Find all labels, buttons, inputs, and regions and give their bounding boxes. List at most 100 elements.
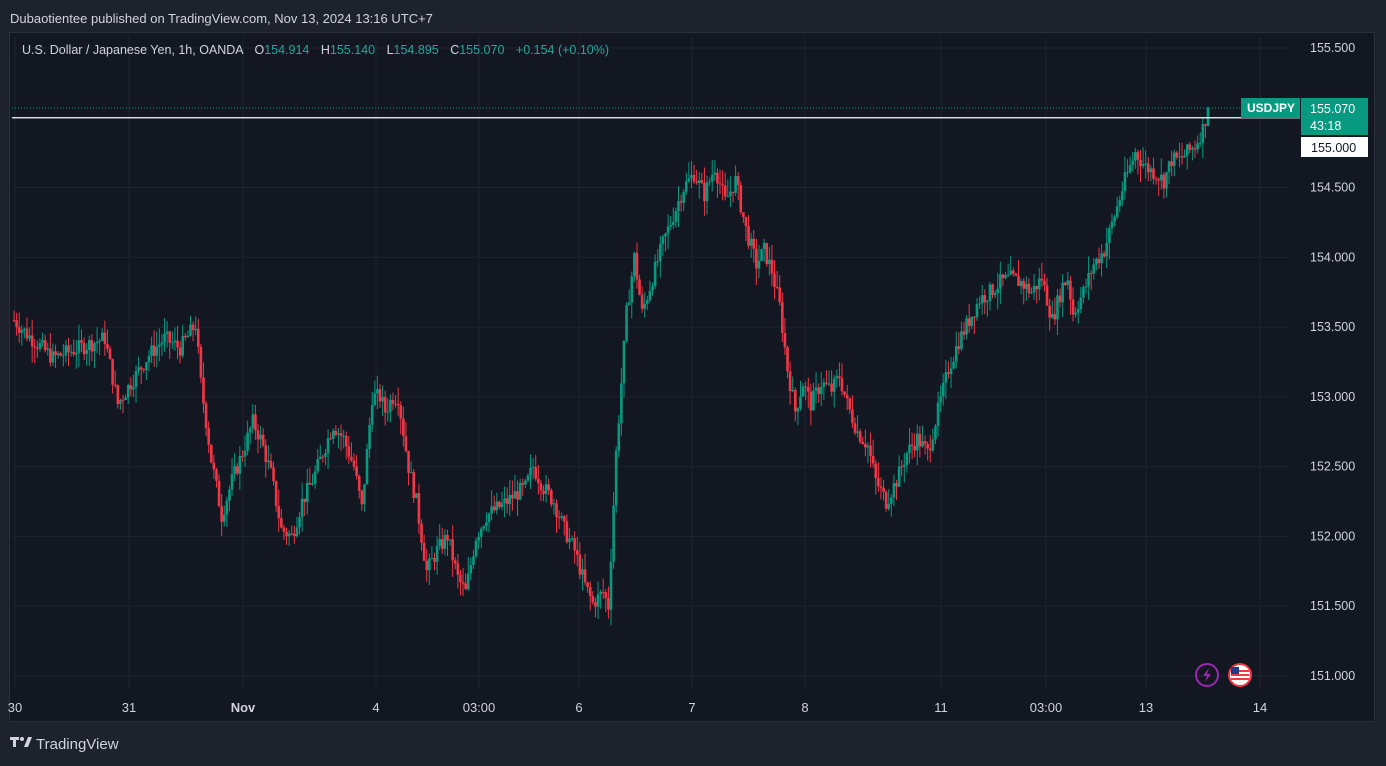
candle-body [625, 305, 628, 341]
legend-symbol: U.S. Dollar / Japanese Yen, 1h, OANDA [22, 43, 243, 57]
candle-body [648, 291, 652, 301]
candle-body [282, 527, 286, 532]
candle-body [503, 498, 506, 503]
candle-body [1019, 281, 1023, 287]
footer-brand-label: TradingView [36, 736, 119, 753]
candle-body [142, 369, 146, 371]
candle-body [555, 503, 558, 517]
candle-body [1043, 280, 1046, 286]
candle-body [111, 358, 114, 385]
candle-body [697, 180, 701, 183]
candle-body [765, 243, 769, 264]
candle-body [1056, 295, 1059, 320]
candle-body [633, 253, 636, 277]
candle-body [113, 384, 117, 386]
candle-body [381, 397, 384, 402]
candle-body [261, 434, 265, 446]
candle-body [456, 563, 460, 575]
candle-body [1071, 299, 1075, 315]
candle-body [370, 404, 374, 425]
candle-body [1113, 216, 1116, 222]
candle-body [158, 344, 161, 347]
candle-body [1079, 297, 1083, 310]
candle-body [869, 445, 872, 456]
candle-body [41, 340, 44, 344]
candle-body [537, 478, 540, 484]
candle-body [1178, 156, 1181, 158]
candle-body [970, 316, 974, 326]
candle-body [586, 582, 589, 588]
candle-body [721, 184, 724, 186]
candle-body [116, 385, 120, 404]
candle-body [947, 372, 950, 375]
publisher-line: Dubaotientee published on TradingView.co… [10, 11, 433, 26]
candle-body [1196, 143, 1199, 150]
candle-body [394, 403, 397, 405]
candle-body [957, 346, 961, 350]
us-flag-icon[interactable] [1228, 663, 1252, 687]
candle-body [1100, 253, 1103, 264]
candle-body [1087, 272, 1090, 287]
candle-body [858, 431, 862, 442]
candle-body [978, 303, 981, 305]
candle-body [313, 471, 317, 484]
candle-body [189, 324, 192, 336]
candle-body [171, 342, 174, 344]
candle-body [690, 174, 693, 179]
candle-body [928, 448, 932, 451]
candle-body [768, 259, 771, 264]
candle-body [856, 431, 859, 433]
candle-body [215, 469, 218, 481]
candle-body [1108, 228, 1111, 243]
candle-body [350, 456, 353, 461]
y-tick-label: 151.000 [1310, 669, 1355, 683]
candle-body [355, 466, 358, 476]
candle-body [542, 490, 545, 494]
candle-body [1032, 285, 1036, 293]
candle-body [207, 428, 210, 445]
candle-body [612, 505, 615, 562]
candle-body [617, 423, 621, 451]
candle-body [674, 210, 678, 223]
candle-body [74, 352, 78, 355]
candle-body [329, 438, 332, 440]
candle-body [1061, 282, 1064, 303]
price-tag-countdown: 43:18 [1310, 119, 1341, 133]
candle-body [744, 217, 748, 227]
candle-body [949, 368, 953, 375]
candle-body [67, 345, 70, 353]
candle-body [1095, 258, 1098, 265]
candle-body [1144, 163, 1148, 165]
footer-brand[interactable]: TradingView [10, 735, 119, 754]
candle-body [100, 332, 104, 341]
candle-body [1141, 163, 1145, 167]
legend-open-label: O [254, 43, 265, 57]
candle-body [293, 533, 296, 537]
price-tag [1301, 98, 1368, 135]
candle-body [243, 450, 247, 457]
candle-body [259, 434, 262, 440]
candle-body [225, 500, 229, 515]
candle-body [415, 493, 418, 498]
candle-body [781, 302, 784, 334]
candle-body [877, 478, 880, 487]
candle-body [451, 539, 454, 561]
candle-body [575, 550, 579, 555]
candle-body [908, 444, 911, 453]
candle-body [884, 491, 888, 509]
lightning-icon[interactable] [1195, 663, 1219, 687]
candle-body [599, 591, 602, 595]
candle-body [1154, 178, 1158, 180]
candle-body [1136, 152, 1140, 160]
candle-body [838, 376, 841, 379]
candle-body [1069, 280, 1072, 300]
candle-body [915, 433, 919, 451]
candle-body [687, 178, 691, 182]
candle-body [890, 497, 893, 504]
candle-body [474, 540, 478, 557]
candle-body [17, 327, 21, 333]
candle-body [1009, 270, 1013, 275]
candle-body [983, 295, 987, 303]
candle-body [684, 181, 688, 192]
